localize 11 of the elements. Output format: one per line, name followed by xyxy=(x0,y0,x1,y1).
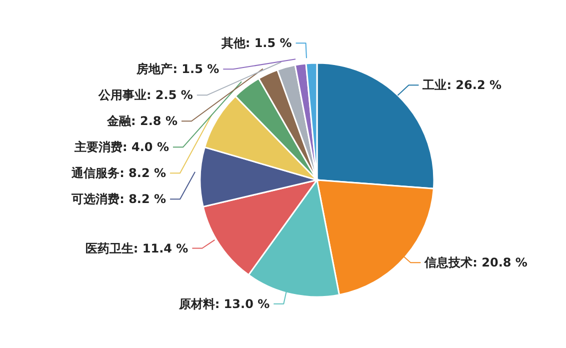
slice-label: 金融: 2.8 % xyxy=(106,114,178,128)
slice-label: 医药卫生: 11.4 % xyxy=(85,241,188,256)
slice-label: 房地产: 1.5 % xyxy=(136,62,220,76)
slice-label: 原材料: 13.0 % xyxy=(178,296,270,311)
slice-label: 工业: 26.2 % xyxy=(422,78,502,92)
slice-label: 主要消费: 4.0 % xyxy=(74,140,169,154)
slice-label: 信息技术: 20.8 % xyxy=(424,256,528,270)
slice-label: 公用事业: 2.5 % xyxy=(97,88,193,102)
slice-label: 可选消费: 8.2 % xyxy=(70,192,166,206)
slice-label: 其他: 1.5 % xyxy=(220,36,292,50)
slice-label: 通信服务: 8.2 % xyxy=(70,166,166,180)
